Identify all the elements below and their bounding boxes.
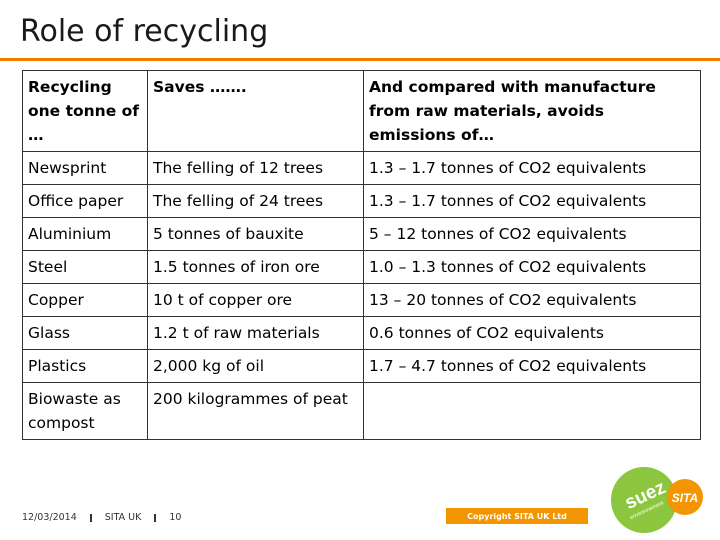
header-material: Recycling one tonne of …: [22, 70, 148, 152]
sita-logo-circle: [667, 479, 703, 515]
cell-emissions: 1.3 – 1.7 tonnes of CO2 equivalents: [363, 151, 701, 185]
slide-footer: 12/03/2014 SITA UK 10: [22, 512, 181, 523]
table-row: Steel 1.5 tonnes of iron ore 1.0 – 1.3 t…: [22, 250, 701, 284]
suez-logo-circle: [611, 467, 677, 533]
cell-emissions: 1.0 – 1.3 tonnes of CO2 equivalents: [363, 250, 701, 284]
recycling-table: Recycling one tonne of … Saves ……. And c…: [22, 70, 701, 440]
cell-material: Steel: [22, 250, 148, 284]
cell-emissions: 1.3 – 1.7 tonnes of CO2 equivalents: [363, 184, 701, 218]
table-row: Biowaste as compost 200 kilogrammes of p…: [22, 382, 701, 440]
cell-material: Copper: [22, 283, 148, 317]
header-saves: Saves …….: [147, 70, 364, 152]
cell-saves: The felling of 12 trees: [147, 151, 364, 185]
header-emissions: And compared with manufacture from raw m…: [363, 70, 701, 152]
cell-material: Aluminium: [22, 217, 148, 251]
cell-saves: 200 kilogrammes of peat: [147, 382, 364, 440]
table-row: Newsprint The felling of 12 trees 1.3 – …: [22, 151, 701, 185]
cell-saves: The felling of 24 trees: [147, 184, 364, 218]
cell-emissions: 13 – 20 tonnes of CO2 equivalents: [363, 283, 701, 317]
cell-emissions: 0.6 tonnes of CO2 equivalents: [363, 316, 701, 350]
table-row: Office paper The felling of 24 trees 1.3…: [22, 184, 701, 218]
suez-sita-logo: suez environnement SITA: [611, 467, 703, 533]
footer-separator: [89, 513, 92, 522]
cell-saves: 1.5 tonnes of iron ore: [147, 250, 364, 284]
cell-material: Plastics: [22, 349, 148, 383]
copyright-bar: Copyright SITA UK Ltd: [446, 508, 588, 524]
title-divider: [0, 58, 720, 61]
footer-date: 12/03/2014: [22, 512, 77, 523]
cell-saves: 1.2 t of raw materials: [147, 316, 364, 350]
table-row: Aluminium 5 tonnes of bauxite 5 – 12 ton…: [22, 217, 701, 251]
table-row: Plastics 2,000 kg of oil 1.7 – 4.7 tonne…: [22, 349, 701, 383]
footer-company: SITA UK: [104, 512, 142, 523]
cell-emissions: [363, 382, 701, 440]
page-title: Role of recycling: [20, 14, 269, 49]
sita-logo-text: SITA: [672, 491, 698, 505]
cell-saves: 2,000 kg of oil: [147, 349, 364, 383]
table-row: Copper 10 t of copper ore 13 – 20 tonnes…: [22, 283, 701, 317]
cell-material: Glass: [22, 316, 148, 350]
table-header-row: Recycling one tonne of … Saves ……. And c…: [22, 70, 701, 152]
table-row: Glass 1.2 t of raw materials 0.6 tonnes …: [22, 316, 701, 350]
cell-material: Office paper: [22, 184, 148, 218]
cell-saves: 10 t of copper ore: [147, 283, 364, 317]
cell-material: Biowaste as compost: [22, 382, 148, 440]
cell-emissions: 1.7 – 4.7 tonnes of CO2 equivalents: [363, 349, 701, 383]
footer-separator: [154, 513, 157, 522]
cell-saves: 5 tonnes of bauxite: [147, 217, 364, 251]
footer-page-number: 10: [169, 512, 182, 523]
cell-emissions: 5 – 12 tonnes of CO2 equivalents: [363, 217, 701, 251]
cell-material: Newsprint: [22, 151, 148, 185]
